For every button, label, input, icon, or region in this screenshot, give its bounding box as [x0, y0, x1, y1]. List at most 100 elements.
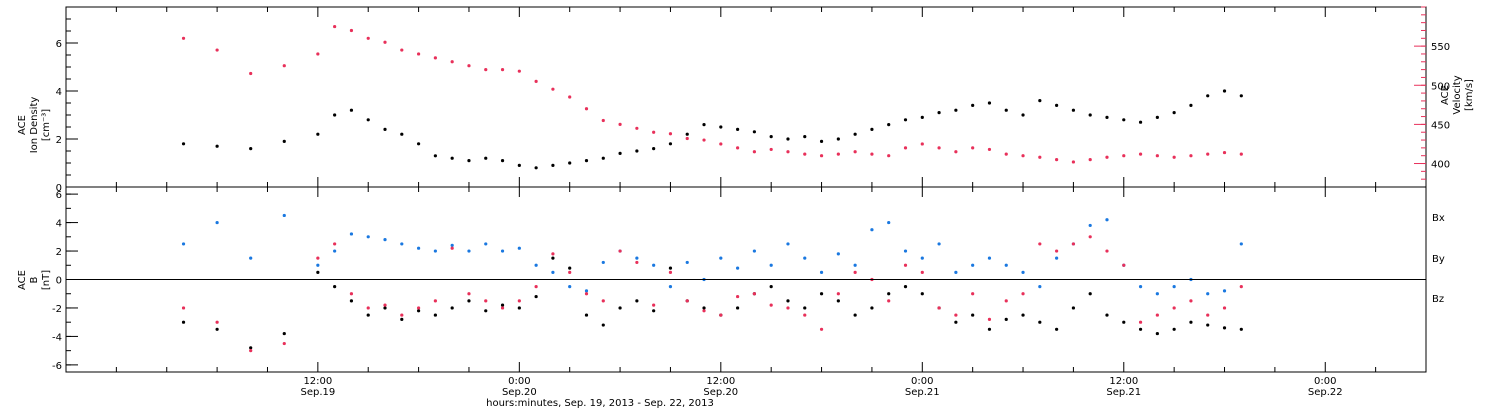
top-right-tick-label: 400 — [1431, 160, 1450, 171]
by-point — [1239, 242, 1243, 246]
bottom-left-tick-label: 0 — [56, 276, 62, 287]
bz-point — [836, 292, 840, 296]
density-point — [836, 137, 840, 141]
bx-point — [484, 309, 488, 313]
bz-point — [601, 299, 605, 303]
bz-point — [1088, 235, 1092, 239]
by-point — [1038, 285, 1042, 289]
velocity-point — [181, 36, 186, 40]
bottom-ylabel-line3: [nT] — [41, 270, 52, 290]
density-point — [450, 156, 454, 160]
density-point — [736, 127, 740, 131]
bx-point — [618, 306, 622, 310]
bx-point — [517, 306, 521, 310]
velocity-point — [786, 150, 790, 154]
density-point — [1071, 108, 1076, 112]
bx-point — [668, 266, 673, 270]
by-point — [181, 242, 186, 246]
by-point — [1004, 263, 1008, 267]
velocity-point — [769, 147, 773, 152]
bx-point — [1038, 320, 1042, 324]
bz-point — [685, 299, 689, 303]
by-point — [316, 263, 320, 267]
density-point — [1055, 103, 1059, 107]
velocity-point — [282, 64, 286, 68]
top-points — [181, 24, 1243, 170]
bx-point — [601, 323, 605, 327]
bz-point — [1222, 306, 1227, 310]
by-point — [416, 246, 421, 250]
by-point — [803, 256, 807, 260]
bz-point — [1021, 292, 1025, 296]
by-point — [400, 242, 404, 246]
bz-point — [517, 299, 521, 303]
by-point — [534, 263, 538, 267]
velocity-point — [668, 132, 673, 136]
density-point — [769, 135, 773, 139]
x-tick-time-label: 12:00 — [303, 376, 332, 387]
density-point — [1206, 94, 1210, 98]
bz-point — [1055, 249, 1059, 253]
bx-point — [1206, 323, 1210, 327]
bz-point — [1071, 242, 1076, 246]
bx-point — [584, 313, 589, 317]
bx-point — [819, 292, 824, 296]
density-point — [803, 135, 807, 139]
by-point — [333, 249, 337, 253]
velocity-point — [618, 122, 622, 126]
density-point — [349, 108, 354, 112]
bz-point — [719, 313, 723, 317]
by-point — [249, 256, 253, 260]
density-point — [652, 147, 656, 151]
velocity-point — [903, 146, 908, 150]
bx-point — [920, 292, 924, 296]
density-point — [551, 163, 555, 167]
bz-point — [903, 263, 908, 267]
by-point — [752, 249, 756, 253]
x-tick-date-label: Sep.20 — [703, 387, 738, 398]
velocity-point — [433, 56, 437, 60]
bottom-left-tick-label: -2 — [52, 304, 62, 315]
by-point — [786, 242, 790, 246]
bx-point — [383, 306, 387, 310]
density-point — [752, 130, 756, 134]
density-point — [1189, 103, 1193, 107]
velocity-point — [1172, 155, 1176, 159]
bx-point — [903, 285, 908, 289]
bx-point — [954, 320, 958, 324]
density-point — [383, 127, 387, 131]
density-point — [1105, 115, 1109, 119]
bz-point — [349, 292, 354, 296]
legend-by: By — [1432, 254, 1445, 265]
bx-point — [400, 317, 404, 321]
velocity-point — [383, 40, 387, 44]
velocity-point — [987, 147, 992, 152]
density-point — [1155, 115, 1159, 119]
velocity-point — [1055, 158, 1059, 162]
x-tick-time-label: 12:00 — [1109, 376, 1138, 387]
bx-point — [416, 309, 421, 313]
x-tick-time-label: 0:00 — [1314, 376, 1336, 387]
x-tick-time-label: 0:00 — [911, 376, 933, 387]
bx-point — [853, 313, 857, 317]
by-point — [971, 263, 975, 267]
velocity-point — [1038, 155, 1042, 159]
bz-point — [450, 246, 454, 250]
velocity-point — [719, 142, 723, 146]
velocity-point — [1122, 154, 1126, 158]
bz-point — [1038, 242, 1042, 246]
bx-point — [500, 303, 505, 307]
by-point — [1206, 292, 1210, 296]
velocity-point — [853, 150, 857, 154]
top-right-ticks: 400 450 500 550 — [1414, 6, 1450, 180]
top-left-ylabel-line1: ACE — [17, 115, 28, 135]
density-point — [215, 144, 219, 148]
by-point — [467, 249, 471, 253]
density-point — [1122, 118, 1126, 122]
top-left-tick-label: 4 — [56, 87, 62, 98]
by-point — [685, 260, 689, 265]
bz-point — [853, 270, 857, 274]
velocity-point — [1222, 150, 1227, 155]
density-point — [819, 139, 824, 143]
density-point — [433, 154, 437, 158]
